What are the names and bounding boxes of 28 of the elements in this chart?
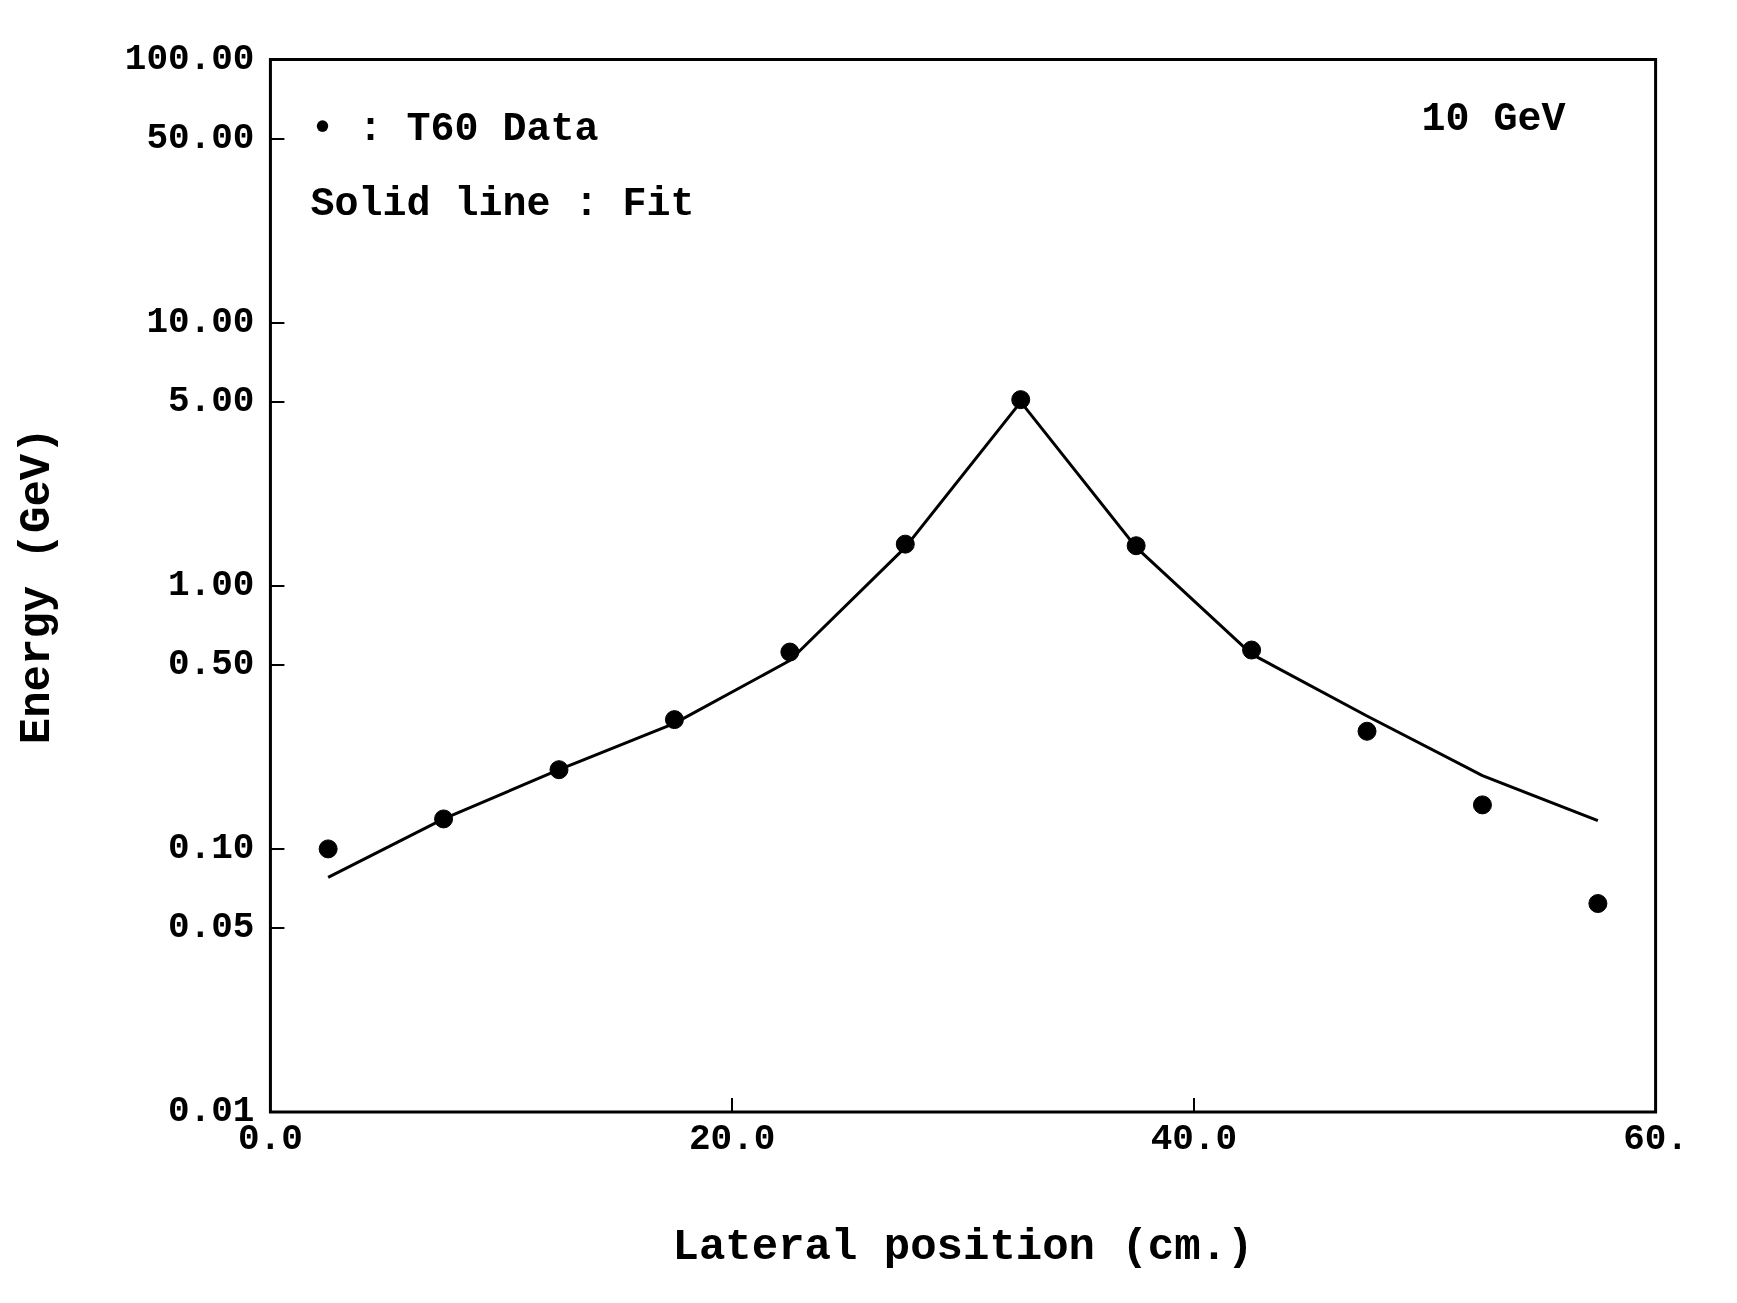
point: [1588, 894, 1608, 914]
y-tick-label: 1.00: [168, 564, 255, 606]
y-axis-title: Energy (GeV): [12, 427, 63, 745]
x-tick-label: 20.0: [688, 1118, 776, 1160]
point: [434, 809, 454, 829]
point: [780, 642, 800, 662]
x-tick-label: 40.0: [1150, 1118, 1238, 1160]
point: [1011, 390, 1031, 410]
point: [1126, 536, 1146, 556]
point: [549, 760, 569, 780]
y-tick-label: 0.05: [168, 907, 255, 949]
y-tick-label: 50.00: [146, 117, 255, 159]
annotation: • : T60 Data: [310, 106, 599, 152]
y-tick-label: 0.10: [168, 827, 255, 869]
point: [318, 839, 338, 859]
annotation: 10 GeV: [1421, 96, 1566, 142]
y-tick-label: 100.00: [124, 38, 255, 80]
point: [1242, 640, 1262, 660]
point: [664, 710, 684, 730]
annotation: Solid line : Fit: [310, 181, 695, 227]
y-tick-label: 5.00: [168, 380, 255, 422]
x-tick-label: 60.: [1623, 1118, 1688, 1160]
y-tick-label: 10.00: [146, 301, 255, 343]
point: [1357, 721, 1377, 741]
point: [895, 534, 915, 554]
x-axis-title: Lateral position (cm.): [672, 1221, 1254, 1272]
point: [1472, 795, 1492, 815]
y-tick-label: 0.50: [168, 644, 255, 686]
